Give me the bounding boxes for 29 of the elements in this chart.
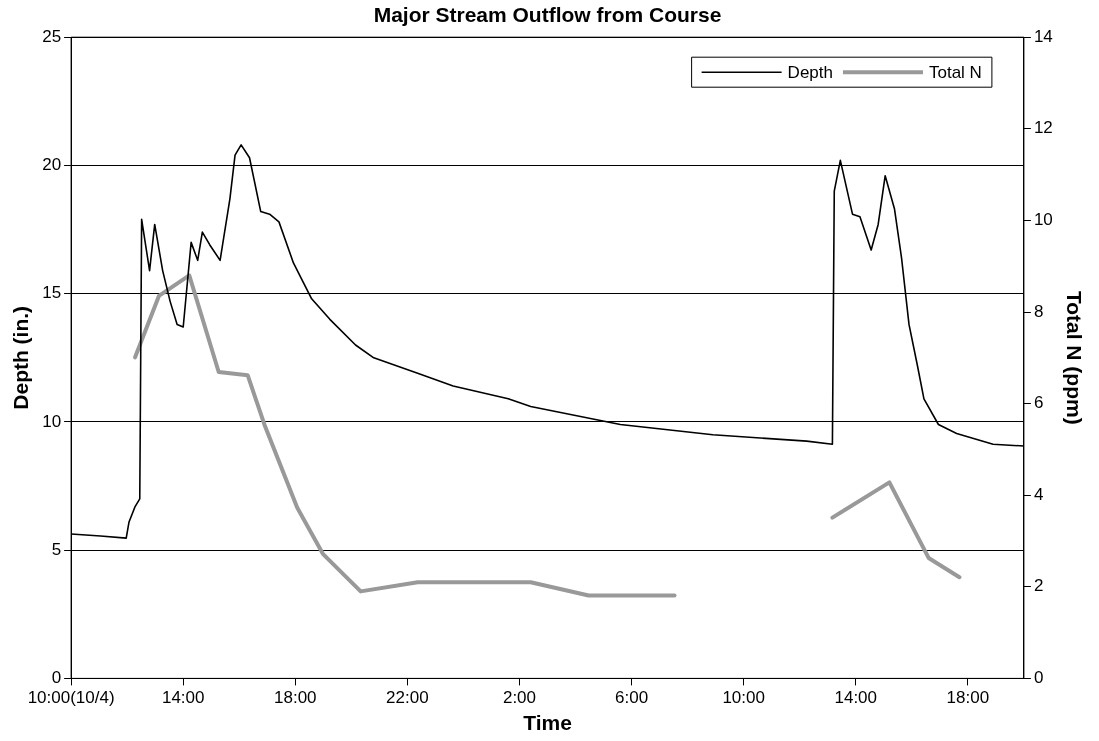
y2-tick-label: 12 xyxy=(1033,118,1053,138)
y2-axis-title: Total N (ppm) xyxy=(1062,290,1086,425)
y-tick-label: 10 xyxy=(42,411,62,431)
x-tick-label: 18:00 xyxy=(946,688,990,708)
y2-tick-label: 14 xyxy=(1033,26,1053,46)
x-tick-label: 2:00 xyxy=(502,688,537,708)
y-tick-label: 20 xyxy=(42,155,62,175)
x-tick-label: 22:00 xyxy=(386,688,429,708)
x-axis-title: Time xyxy=(523,711,572,735)
y-tick-label: 5 xyxy=(51,539,62,559)
x-tick-label: 6:00 xyxy=(615,688,649,708)
chart-title: Major Stream Outflow from Course xyxy=(373,3,722,27)
y2-tick-label: 0 xyxy=(1033,668,1044,688)
y-tick-label: 25 xyxy=(42,26,62,46)
y2-tick-label: 8 xyxy=(1033,301,1044,321)
x-tick-label: 10:00 xyxy=(722,688,765,708)
y-tick-label: 15 xyxy=(42,283,62,303)
y2-tick-label: 10 xyxy=(1033,210,1053,230)
x-tick-label: 14:00 xyxy=(161,688,205,708)
legend-label: Total N xyxy=(928,62,982,82)
y2-tick-label: 2 xyxy=(1033,576,1044,596)
x-tick-label: 10:00(10/4) xyxy=(27,688,115,708)
y2-tick-label: 6 xyxy=(1033,393,1044,413)
y-tick-label: 0 xyxy=(51,668,62,688)
x-tick-label: 14:00 xyxy=(834,688,878,708)
legend-label: Depth xyxy=(787,62,833,82)
y-axis-title: Depth (in.) xyxy=(9,305,33,410)
x-tick-label: 18:00 xyxy=(274,688,317,708)
y2-tick-label: 4 xyxy=(1033,484,1044,504)
